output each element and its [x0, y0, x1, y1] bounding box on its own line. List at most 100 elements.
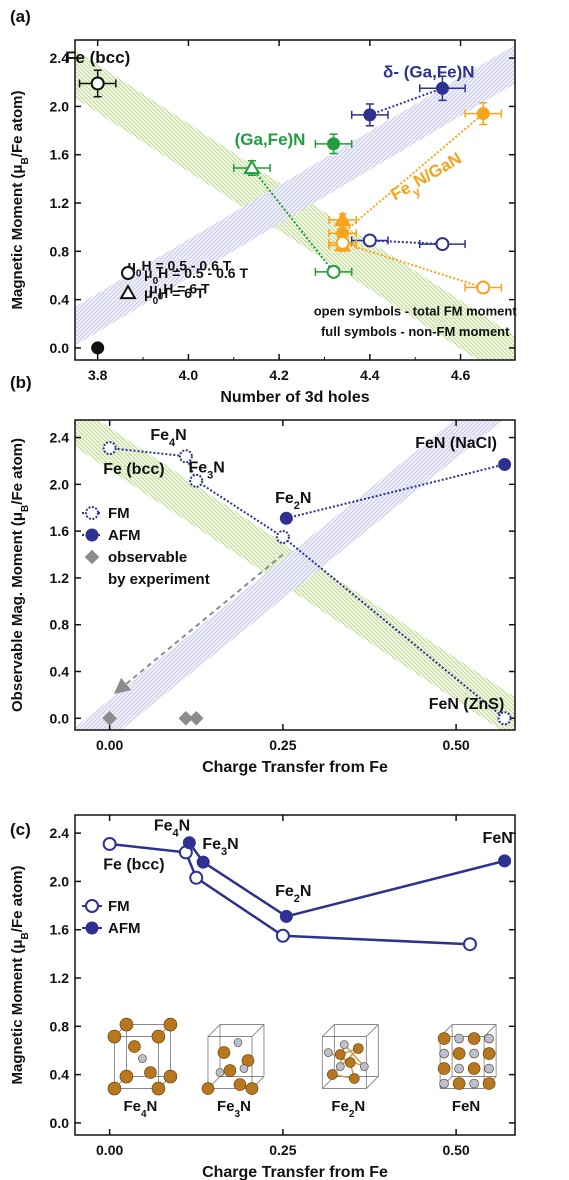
series-0-3 — [350, 233, 466, 252]
n-atom — [336, 1062, 345, 1071]
bond — [343, 1044, 365, 1068]
data-point — [362, 233, 377, 248]
crystal-fe3n — [201, 1024, 265, 1095]
n-atom — [360, 1062, 369, 1071]
fe-atom — [452, 1047, 466, 1060]
y-tick-label: 1.2 — [50, 195, 70, 211]
panel-label: (c) — [10, 820, 31, 839]
x-tick-label: 0.00 — [96, 737, 123, 753]
fe-atom — [437, 1032, 451, 1045]
x-axis-label: Charge Transfer from Fe — [202, 1164, 388, 1180]
panels: (a) 0.0 0.4 0.8 1.2 1.6 2.0 2.4 3.8 4.0 4.2 4.4 4.6 N… — [9, 7, 517, 1180]
y-axis-label: Magnetic Moment (μB/Fe atom) — [9, 866, 31, 1085]
annotation-label: Fe (bcc) — [103, 856, 164, 873]
x-axis-label: Number of 3d holes — [220, 389, 369, 406]
y-tick-label: 1.6 — [50, 147, 70, 163]
fe-atom — [119, 1069, 134, 1084]
data-point — [243, 159, 261, 175]
structure-label: Fe2N — [331, 1098, 365, 1120]
n-atom — [439, 1048, 449, 1059]
fe-atom — [151, 1029, 166, 1044]
annotation-label: FeN (NaCl) — [415, 435, 497, 452]
y-tick-label: 2.0 — [50, 873, 70, 889]
data-point — [189, 870, 204, 885]
n-atom — [138, 1054, 147, 1063]
data-point — [91, 341, 105, 355]
data-point — [498, 457, 512, 471]
series-0-0 — [78, 69, 117, 98]
x-tick-label: 3.8 — [88, 367, 108, 383]
structure-label: FeN — [452, 1098, 480, 1115]
annotation-label: Fe3N — [202, 836, 238, 858]
y-tick-label: 0.8 — [50, 1018, 70, 1034]
legend-marker — [85, 921, 99, 935]
plot-frame — [74, 419, 516, 731]
y-axis-label: Observable Mag. Moment (μB/Fe atom) — [9, 438, 31, 712]
data-point — [279, 511, 293, 525]
series-line — [342, 241, 484, 289]
legend-label: μ0H = 6 T — [144, 285, 205, 307]
x-tick-label: 4.0 — [179, 367, 199, 383]
n-atom — [233, 1038, 243, 1047]
chart-panel-a: (a) 0.0 0.4 0.8 1.2 1.6 2.0 2.4 3.8 4.0 4.2 4.4 4.6 N… — [9, 7, 517, 406]
data-point — [275, 928, 290, 943]
data-point — [462, 937, 477, 952]
y-tick-label: 1.6 — [50, 922, 70, 938]
fe-atom — [467, 1062, 481, 1075]
legend-marker — [85, 506, 99, 520]
series-0-5 — [233, 159, 271, 176]
annotation-label: δ- (Ga,Fe)N — [383, 62, 475, 81]
series-line — [188, 842, 505, 918]
legend-label: by experiment — [108, 571, 210, 588]
data-point — [326, 264, 341, 279]
x-tick-label: 0.25 — [269, 737, 296, 753]
series-0-4 — [314, 133, 353, 155]
series-0-9 — [328, 235, 503, 295]
series-2-0 — [102, 836, 477, 952]
legend-marker — [121, 266, 135, 280]
series-line — [369, 87, 443, 116]
fe-atom — [201, 1082, 215, 1095]
data-point — [182, 836, 196, 850]
y-tick-label: 2.0 — [50, 476, 70, 492]
series-0-1 — [91, 341, 105, 355]
data-point — [476, 280, 491, 295]
data-point — [196, 855, 210, 869]
x-tick-label: 0.50 — [442, 737, 469, 753]
data-point — [334, 211, 352, 227]
n-atom — [454, 1063, 464, 1074]
fe-atom — [335, 1049, 346, 1060]
legend-marker — [119, 284, 137, 300]
data-point — [497, 711, 512, 726]
legend-marker — [85, 899, 99, 913]
n-atom — [215, 1068, 225, 1077]
data-point — [435, 237, 450, 252]
fe-atom — [163, 1017, 178, 1032]
x-tick-label: 4.2 — [269, 367, 289, 383]
legend-marker — [84, 549, 100, 565]
y-tick-label: 1.6 — [50, 523, 70, 539]
n-atom — [324, 1048, 333, 1057]
legend-label: μ0H = 0.5 - 0.6 T — [144, 265, 248, 287]
data-point — [335, 235, 350, 250]
legend-marker — [85, 528, 99, 542]
series-line — [341, 112, 484, 234]
panel-label: (b) — [10, 373, 32, 392]
legend: FM AFM — [82, 898, 141, 937]
data-point — [90, 76, 105, 91]
fe-atom — [353, 1043, 364, 1054]
n-atom — [239, 1064, 249, 1073]
fe-atom — [241, 1054, 255, 1067]
data-point — [498, 854, 512, 868]
cell-edge — [366, 1076, 379, 1089]
n-atom — [454, 1033, 464, 1044]
y-tick-label: 0.4 — [50, 1067, 70, 1083]
x-tick-label: 0.50 — [442, 1142, 469, 1158]
fe-atom — [452, 1077, 466, 1090]
annotation-label: (Ga,Fe)N — [235, 130, 306, 149]
y-axis-label: Magnetic Moment (μB/Fe atom) — [9, 91, 31, 310]
y-tick-label: 1.2 — [50, 970, 70, 986]
band-0-1 — [75, 44, 515, 346]
